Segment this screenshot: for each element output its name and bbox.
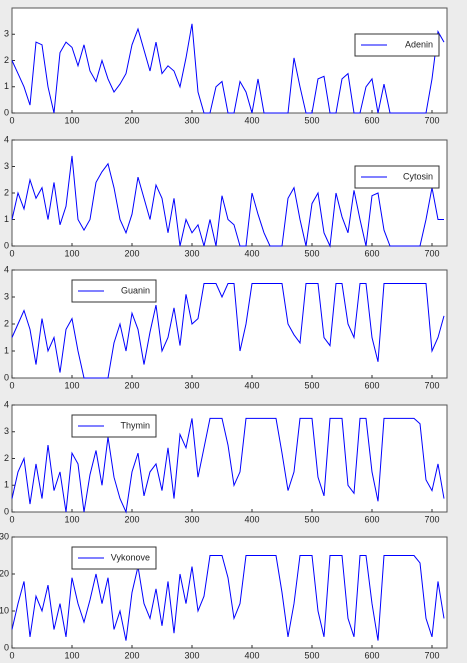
y-tick-label: 4 — [4, 134, 9, 144]
y-tick-label: 3 — [4, 291, 9, 301]
legend-box — [71, 279, 157, 303]
data-line — [11, 555, 445, 641]
x-tick-label: 0 — [9, 115, 14, 125]
legend-label: Guanin — [121, 285, 150, 295]
x-tick-label: 100 — [64, 248, 79, 258]
x-tick-label: 500 — [304, 248, 319, 258]
x-tick-label: 200 — [124, 380, 139, 390]
x-tick-label: 0 — [9, 650, 14, 660]
y-tick-label: 3 — [4, 161, 9, 171]
y-tick-label: 3 — [4, 29, 9, 39]
y-tick-label: 1 — [4, 480, 9, 490]
y-tick-label: 2 — [4, 55, 9, 65]
y-tick-label: 2 — [4, 187, 9, 197]
x-tick-label: 600 — [364, 650, 379, 660]
legend-label: Cytosin — [403, 171, 433, 181]
y-tick-label: 3 — [4, 426, 9, 436]
x-tick-label: 400 — [244, 650, 259, 660]
x-tick-label: 300 — [184, 650, 199, 660]
legend-label: Vykonove — [111, 552, 150, 562]
x-tick-label: 0 — [9, 248, 14, 258]
x-tick-label: 700 — [424, 248, 439, 258]
y-tick-label: 0 — [4, 372, 9, 382]
plot-area — [11, 139, 448, 247]
x-tick-label: 700 — [424, 514, 439, 524]
x-tick-label: 300 — [184, 115, 199, 125]
x-tick-label: 200 — [124, 115, 139, 125]
legend-box — [354, 33, 440, 57]
x-tick-label: 200 — [124, 514, 139, 524]
legend-box — [71, 546, 157, 570]
x-tick-label: 100 — [64, 380, 79, 390]
y-tick-label: 0 — [4, 642, 9, 652]
data-line — [11, 155, 444, 248]
x-tick-label: 400 — [244, 380, 259, 390]
y-tick-label: 0 — [4, 107, 9, 117]
y-tick-label: 10 — [0, 605, 9, 615]
x-tick-label: 400 — [244, 248, 259, 258]
y-tick-label: 2 — [4, 453, 9, 463]
x-tick-label: 500 — [304, 650, 319, 660]
x-tick-label: 100 — [64, 650, 79, 660]
y-tick-label: 1 — [4, 81, 9, 91]
data-line — [11, 283, 445, 379]
y-tick-label: 20 — [0, 568, 9, 578]
x-tick-label: 600 — [364, 514, 379, 524]
data-line — [11, 417, 445, 514]
y-tick-label: 1 — [4, 214, 9, 224]
y-tick-label: 1 — [4, 345, 9, 355]
y-tick-label: 0 — [4, 506, 9, 516]
legend-label: Thymin — [120, 420, 150, 430]
x-tick-label: 700 — [424, 115, 439, 125]
y-tick-label: 0 — [4, 240, 9, 250]
x-tick-label: 700 — [424, 380, 439, 390]
legend-label: Adenin — [405, 39, 433, 49]
x-tick-label: 700 — [424, 650, 439, 660]
x-tick-label: 500 — [304, 380, 319, 390]
x-tick-label: 300 — [184, 380, 199, 390]
x-tick-label: 500 — [304, 115, 319, 125]
y-tick-label: 2 — [4, 318, 9, 328]
x-tick-label: 600 — [364, 115, 379, 125]
y-tick-label: 4 — [4, 399, 9, 409]
x-tick-label: 300 — [184, 248, 199, 258]
x-tick-label: 400 — [244, 514, 259, 524]
y-tick-label: 30 — [0, 531, 9, 541]
x-tick-label: 600 — [364, 380, 379, 390]
legend-box — [354, 165, 440, 189]
data-line — [11, 23, 445, 114]
x-tick-label: 200 — [124, 650, 139, 660]
y-tick-label: 4 — [4, 264, 9, 274]
x-tick-label: 100 — [64, 514, 79, 524]
x-tick-label: 200 — [124, 248, 139, 258]
x-tick-label: 400 — [244, 115, 259, 125]
x-tick-label: 500 — [304, 514, 319, 524]
x-tick-label: 300 — [184, 514, 199, 524]
legend-box — [71, 414, 157, 438]
x-tick-label: 0 — [9, 380, 14, 390]
x-tick-label: 0 — [9, 514, 14, 524]
x-tick-label: 600 — [364, 248, 379, 258]
x-tick-label: 100 — [64, 115, 79, 125]
